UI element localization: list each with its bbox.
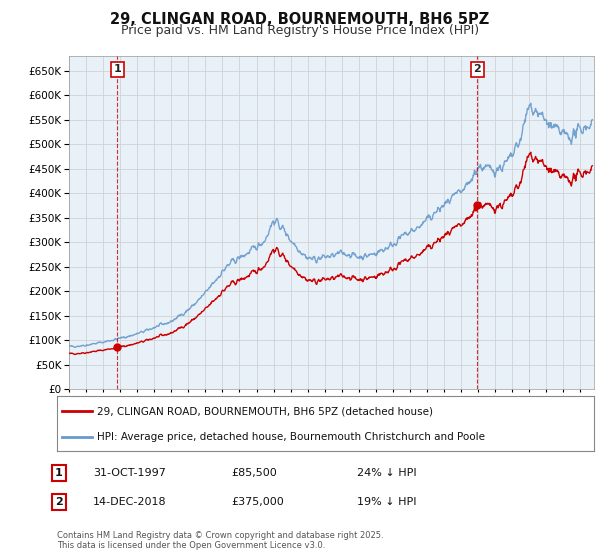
Text: £375,000: £375,000: [231, 497, 284, 507]
Text: 29, CLINGAN ROAD, BOURNEMOUTH, BH6 5PZ: 29, CLINGAN ROAD, BOURNEMOUTH, BH6 5PZ: [110, 12, 490, 27]
Text: Contains HM Land Registry data © Crown copyright and database right 2025.
This d: Contains HM Land Registry data © Crown c…: [57, 531, 383, 550]
Text: 29, CLINGAN ROAD, BOURNEMOUTH, BH6 5PZ (detached house): 29, CLINGAN ROAD, BOURNEMOUTH, BH6 5PZ (…: [97, 407, 433, 416]
Text: 1: 1: [55, 468, 62, 478]
Text: 2: 2: [55, 497, 62, 507]
Text: 19% ↓ HPI: 19% ↓ HPI: [357, 497, 416, 507]
Text: 14-DEC-2018: 14-DEC-2018: [93, 497, 167, 507]
Text: Price paid vs. HM Land Registry's House Price Index (HPI): Price paid vs. HM Land Registry's House …: [121, 24, 479, 37]
Text: 24% ↓ HPI: 24% ↓ HPI: [357, 468, 416, 478]
Text: HPI: Average price, detached house, Bournemouth Christchurch and Poole: HPI: Average price, detached house, Bour…: [97, 432, 485, 442]
Text: 2: 2: [473, 64, 481, 74]
Text: 31-OCT-1997: 31-OCT-1997: [93, 468, 166, 478]
Text: 1: 1: [113, 64, 121, 74]
Text: £85,500: £85,500: [231, 468, 277, 478]
